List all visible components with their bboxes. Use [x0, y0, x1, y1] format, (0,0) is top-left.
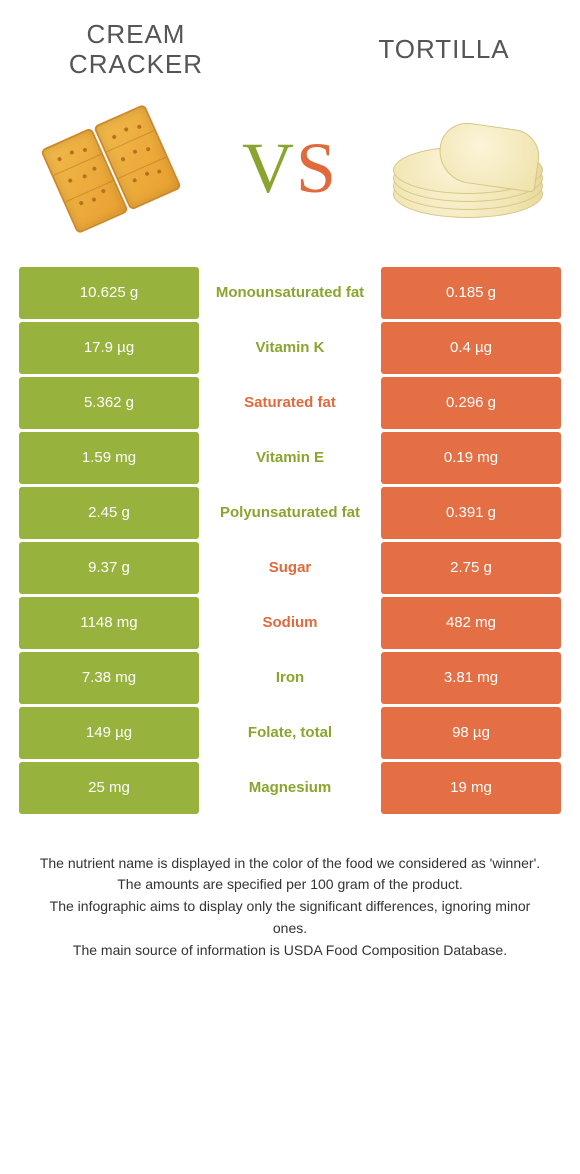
value-right: 0.185 g [381, 267, 561, 319]
footer-notes: The nutrient name is displayed in the co… [16, 817, 564, 961]
nutrient-label: Vitamin K [202, 322, 378, 374]
vs-label: V S [242, 127, 338, 210]
value-left: 10.625 g [19, 267, 199, 319]
value-right: 0.391 g [381, 487, 561, 539]
value-left: 1148 mg [19, 597, 199, 649]
table-row: 10.625 gMonounsaturated fat0.185 g [19, 267, 561, 319]
value-left: 1.59 mg [19, 432, 199, 484]
food-b-title: Tortilla [344, 35, 544, 65]
tortilla-icon [389, 114, 549, 224]
value-left: 25 mg [19, 762, 199, 814]
value-left: 17.9 µg [19, 322, 199, 374]
table-row: 5.362 gSaturated fat0.296 g [19, 377, 561, 429]
nutrient-label: Polyunsaturated fat [202, 487, 378, 539]
table-row: 2.45 gPolyunsaturated fat0.391 g [19, 487, 561, 539]
value-right: 3.81 mg [381, 652, 561, 704]
food-a-image [26, 104, 196, 234]
table-row: 149 µgFolate, total98 µg [19, 707, 561, 759]
food-a-title: Cream cracker [36, 20, 236, 80]
nutrient-label: Saturated fat [202, 377, 378, 429]
vs-s: S [296, 127, 338, 210]
footer-line: The infographic aims to display only the… [38, 896, 542, 939]
value-right: 0.19 mg [381, 432, 561, 484]
value-right: 19 mg [381, 762, 561, 814]
value-right: 98 µg [381, 707, 561, 759]
cracker-icon [39, 103, 182, 234]
titles-row: Cream cracker Tortilla [16, 12, 564, 84]
comparison-table: 10.625 gMonounsaturated fat0.185 g17.9 µ… [16, 264, 564, 817]
value-left: 9.37 g [19, 542, 199, 594]
nutrient-label: Sugar [202, 542, 378, 594]
table-row: 9.37 gSugar2.75 g [19, 542, 561, 594]
value-left: 149 µg [19, 707, 199, 759]
value-right: 0.4 µg [381, 322, 561, 374]
value-right: 482 mg [381, 597, 561, 649]
nutrient-label: Magnesium [202, 762, 378, 814]
hero-row: V S [16, 84, 564, 264]
food-b-image [384, 104, 554, 234]
value-right: 0.296 g [381, 377, 561, 429]
nutrient-label: Iron [202, 652, 378, 704]
value-left: 5.362 g [19, 377, 199, 429]
infographic-root: Cream cracker Tortilla V S [0, 0, 580, 973]
value-left: 7.38 mg [19, 652, 199, 704]
table-row: 25 mgMagnesium19 mg [19, 762, 561, 814]
nutrient-label: Vitamin E [202, 432, 378, 484]
value-right: 2.75 g [381, 542, 561, 594]
footer-line: The main source of information is USDA F… [38, 940, 542, 962]
footer-line: The nutrient name is displayed in the co… [38, 853, 542, 875]
table-row: 7.38 mgIron3.81 mg [19, 652, 561, 704]
table-row: 1148 mgSodium482 mg [19, 597, 561, 649]
nutrient-label: Monounsaturated fat [202, 267, 378, 319]
table-row: 17.9 µgVitamin K0.4 µg [19, 322, 561, 374]
nutrient-label: Sodium [202, 597, 378, 649]
vs-v: V [242, 127, 296, 210]
table-row: 1.59 mgVitamin E0.19 mg [19, 432, 561, 484]
value-left: 2.45 g [19, 487, 199, 539]
footer-line: The amounts are specified per 100 gram o… [38, 874, 542, 896]
nutrient-label: Folate, total [202, 707, 378, 759]
